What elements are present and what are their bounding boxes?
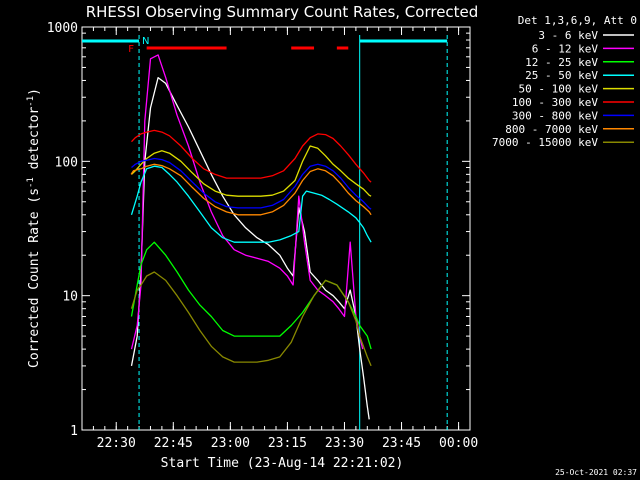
- legend-label: 300 - 800 keV: [512, 109, 598, 122]
- x-tick-label: 22:45: [154, 436, 193, 451]
- x-tick-label: 23:30: [325, 436, 364, 451]
- legend-label: 12 - 25 keV: [525, 56, 598, 69]
- flare-label: F: [128, 44, 134, 55]
- plot-frame: [81, 26, 471, 431]
- series-line-800-7000-kev: [130, 163, 372, 216]
- x-axis-label: Start Time (23-Aug-14 22:21:02): [161, 456, 404, 471]
- x-tick-label: 23:45: [382, 436, 421, 451]
- x-tick-label: 23:15: [268, 436, 307, 451]
- series-lines: [130, 54, 372, 420]
- y-axis-label: Corrected Count Rate (s-1 detector-1): [26, 88, 42, 368]
- y-tick-label: 1000: [47, 21, 78, 36]
- legend-header: Det 1,3,6,9, Att 0: [518, 14, 637, 27]
- series-line-300-800-kev: [131, 157, 372, 210]
- series-line-50-100-kev: [131, 145, 372, 197]
- legend-label: 50 - 100 keV: [519, 83, 599, 96]
- y-tick-label: 1: [70, 424, 78, 439]
- legend-label: 7000 - 15000 keV: [492, 136, 598, 149]
- chart-title: RHESSI Observing Summary Count Rates, Co…: [86, 3, 479, 21]
- flag-bars: FN: [82, 35, 448, 430]
- legend-label: 100 - 300 keV: [512, 96, 598, 109]
- series-line-6-12-kev: [130, 54, 364, 350]
- x-axis-ticks: 22:30 22:45 23:00 23:15 23:30 23:45 00:00: [81, 27, 478, 451]
- series-line-3-6-kev: [130, 76, 370, 420]
- legend-label: 800 - 7000 keV: [505, 123, 598, 136]
- series-line-25-50-kev: [130, 165, 372, 243]
- x-tick-label: 22:30: [97, 436, 136, 451]
- timestamp: 25-Oct-2021 02:37: [555, 468, 637, 477]
- y-axis-ticks: 1 10 100 1000: [47, 21, 470, 439]
- y-tick-label: 10: [62, 290, 78, 305]
- x-tick-label: 00:00: [439, 436, 478, 451]
- x-tick-label: 23:00: [211, 436, 250, 451]
- series-line-7000-15000-kev: [130, 271, 372, 367]
- series-line-100-300-kev: [131, 129, 372, 183]
- night-label: N: [142, 36, 149, 47]
- legend-label: 6 - 12 keV: [532, 42, 599, 55]
- series-line-12-25-kev: [130, 241, 372, 350]
- y-tick-label: 100: [55, 155, 78, 170]
- legend-label: 3 - 6 keV: [538, 29, 598, 42]
- legend-label: 25 - 50 keV: [525, 69, 598, 82]
